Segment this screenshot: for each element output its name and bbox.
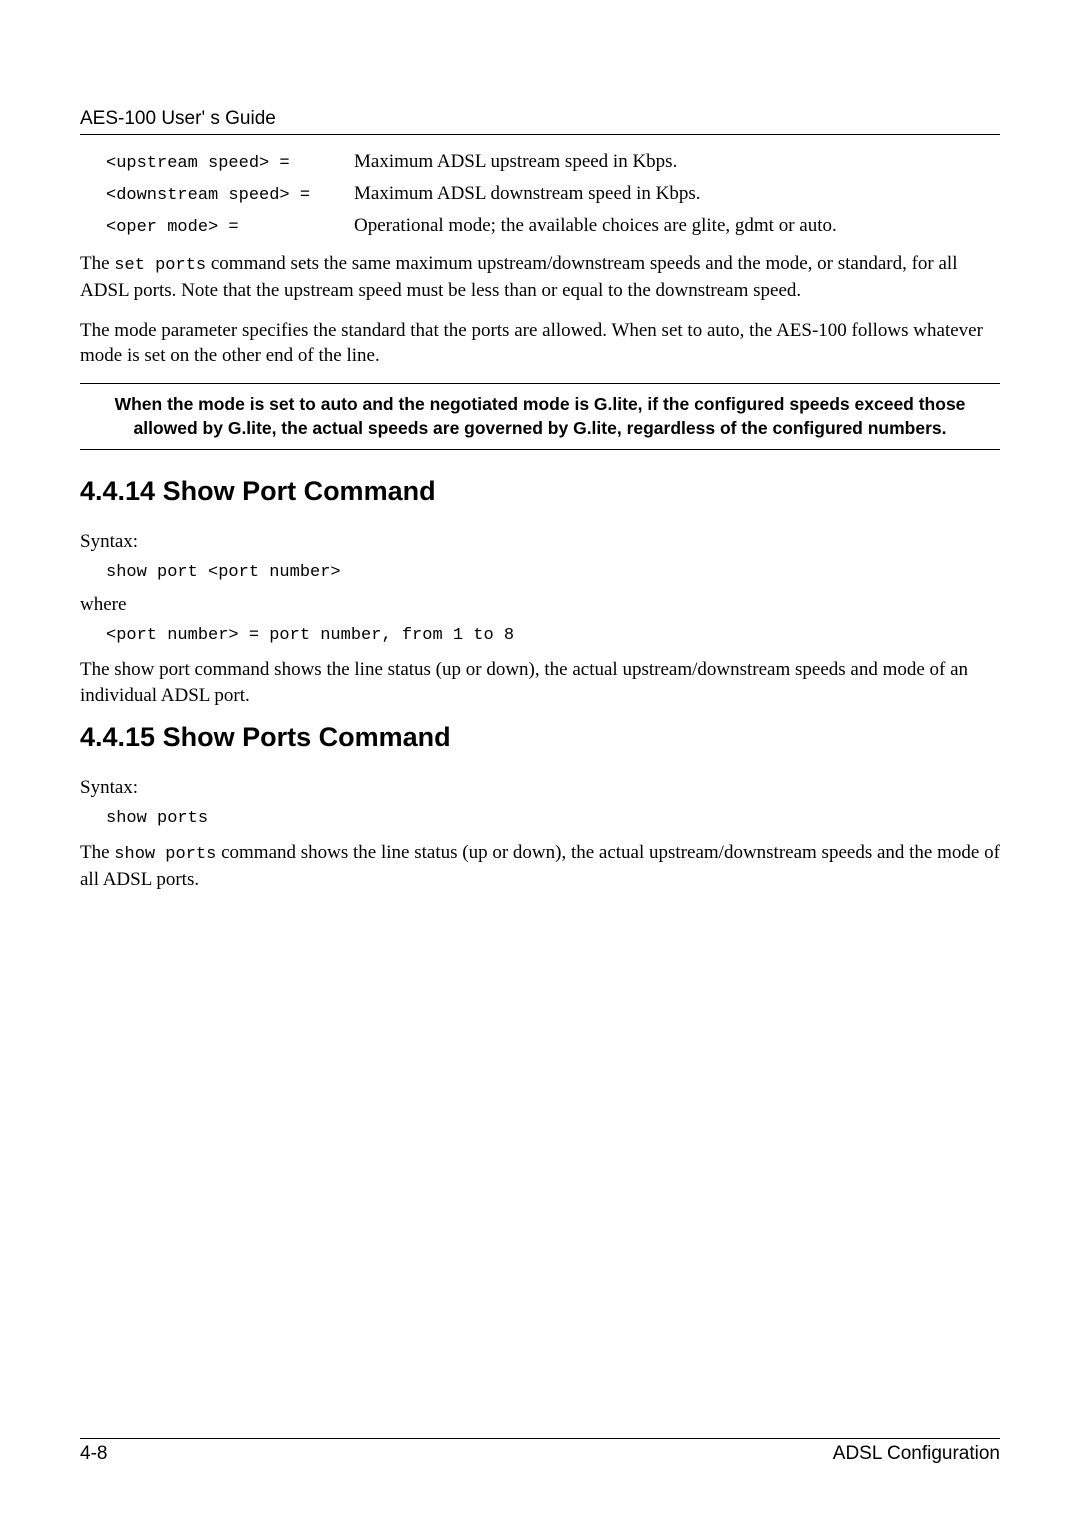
- param-desc: Maximum ADSL downstream speed in Kbps.: [354, 183, 701, 205]
- para-text: command shows the line status (up or dow…: [80, 842, 1000, 890]
- footer-page-number: 4-8: [80, 1443, 107, 1465]
- where-code: <port number> = port number, from 1 to 8: [106, 626, 1000, 645]
- param-code: <oper mode> =: [106, 218, 354, 237]
- param-code: <upstream speed> =: [106, 154, 354, 173]
- syntax-label: Syntax:: [80, 531, 1000, 553]
- param-code: <downstream speed> =: [106, 186, 354, 205]
- para-text: The: [80, 842, 114, 863]
- footer-section-name: ADSL Configuration: [833, 1443, 1000, 1465]
- para-text: The: [80, 253, 114, 274]
- header-rule: [80, 134, 1000, 135]
- section-heading-4-4-14: 4.4.14 Show Port Command: [80, 476, 1000, 507]
- syntax-code: show port <port number>: [106, 563, 1000, 582]
- body-paragraph: The set ports command sets the same maxi…: [80, 251, 1000, 304]
- note-box: When the mode is set to auto and the neg…: [80, 383, 1000, 450]
- syntax-code: show ports: [106, 809, 1000, 828]
- section-heading-4-4-15: 4.4.15 Show Ports Command: [80, 722, 1000, 753]
- inline-code: set ports: [114, 256, 206, 275]
- page-footer: 4-8 ADSL Configuration: [80, 1438, 1000, 1465]
- body-paragraph: The show ports command shows the line st…: [80, 840, 1000, 893]
- note-text: When the mode is set to auto and the neg…: [98, 392, 982, 441]
- where-label: where: [80, 594, 1000, 616]
- inline-code: show ports: [114, 845, 216, 864]
- footer-rule: [80, 1438, 1000, 1439]
- footer-row: 4-8 ADSL Configuration: [80, 1443, 1000, 1465]
- body-paragraph: The show port command shows the line sta…: [80, 657, 1000, 708]
- page-header-title: AES-100 User' s Guide: [80, 108, 1000, 130]
- parameter-table: <upstream speed> = Maximum ADSL upstream…: [106, 151, 1000, 237]
- param-row: <upstream speed> = Maximum ADSL upstream…: [106, 151, 1000, 173]
- param-row: <downstream speed> = Maximum ADSL downst…: [106, 183, 1000, 205]
- body-paragraph: The mode parameter specifies the standar…: [80, 318, 1000, 369]
- param-desc: Maximum ADSL upstream speed in Kbps.: [354, 151, 677, 173]
- para-text: command sets the same maximum upstream/d…: [80, 253, 958, 301]
- param-desc: Operational mode; the available choices …: [354, 215, 837, 237]
- syntax-label: Syntax:: [80, 777, 1000, 799]
- param-row: <oper mode> = Operational mode; the avai…: [106, 215, 1000, 237]
